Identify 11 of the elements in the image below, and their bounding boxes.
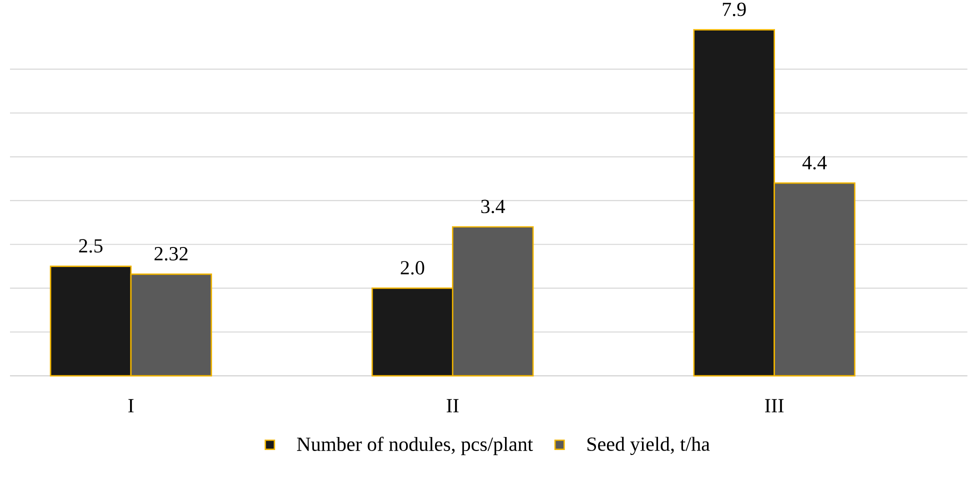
data-label: 7.9 (722, 2, 746, 16)
x-tick-label: III (765, 399, 784, 412)
x-tick-label: I (128, 399, 134, 412)
legend-label: Seed yield, t/ha (587, 436, 710, 456)
data-label: 2.5 (79, 239, 102, 253)
x-tick-label: II (446, 399, 459, 412)
data-label: 2.32 (154, 247, 188, 261)
legend-label: Number of nodules, pcs/plant (297, 436, 533, 456)
data-label: 2.0 (400, 261, 424, 275)
data-label: 4.4 (802, 156, 827, 170)
data-label: 3.4 (481, 200, 506, 214)
